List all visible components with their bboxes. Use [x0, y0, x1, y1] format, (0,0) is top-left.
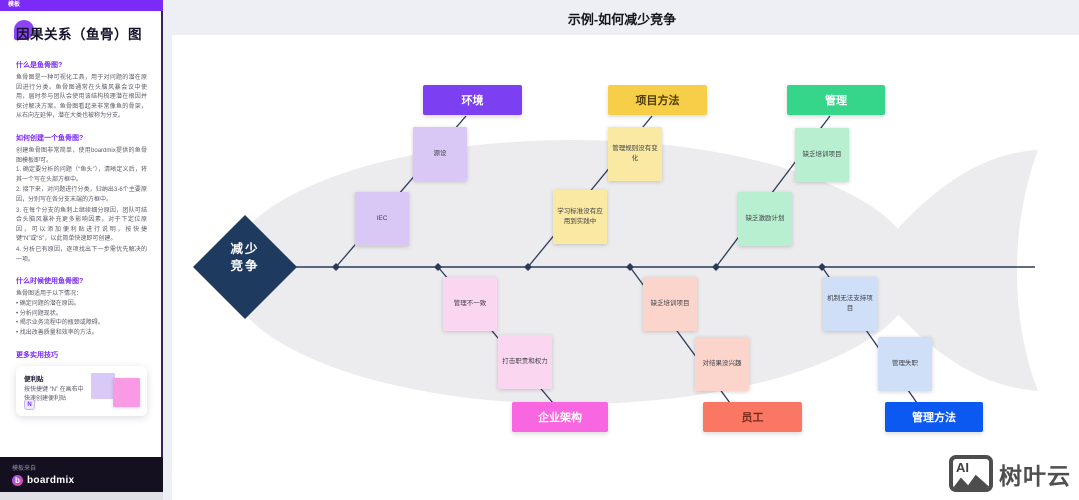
sticky-note[interactable]: 管理规则没有变化: [608, 127, 662, 181]
sidebar-bottom-gap: [0, 492, 163, 500]
template-leaf-icon: [14, 20, 34, 40]
boardmix-logo-icon: b: [12, 475, 23, 486]
ai-icon-label: AI: [956, 460, 969, 475]
sticky-note-preview-pink: [113, 378, 140, 408]
template-source-label: 模板来自: [12, 466, 37, 472]
page-title: 因果关系（鱼骨）图: [16, 27, 142, 42]
fish-head[interactable]: 减少 竞争: [195, 241, 295, 275]
section-heading-what: 什么是鱼骨图?: [16, 62, 63, 69]
category-management[interactable]: 管理: [787, 85, 885, 115]
section-heading-tips: 更多实用技巧: [16, 352, 58, 360]
tip-card-body: 按快捷键 “N” 在画布中快速创建便利贴: [24, 387, 84, 403]
sticky-note[interactable]: 管理失职: [878, 337, 932, 391]
sidebar-title-block: 因果关系（鱼骨）图: [14, 20, 147, 49]
template-tag: 模板: [0, 0, 163, 11]
sidebar: 因果关系（鱼骨）图 什么是鱼骨图? 鱼骨图是一种可视化工具，用于对问题的潜在原因…: [0, 11, 163, 457]
whiteboard-canvas[interactable]: 减少 竞争 环境 项目方法 管理 企业架构 员工 管理方法 源设 IEC 管理规…: [172, 35, 1079, 500]
category-environment[interactable]: 环境: [423, 85, 522, 115]
sticky-note[interactable]: 打击职责和权力: [498, 335, 552, 389]
sticky-note-preview-purple: [91, 373, 115, 400]
bullet-item: • 分析问题现状。: [16, 310, 62, 317]
category-management-method[interactable]: 管理方法: [885, 402, 983, 432]
bullet-item: • 找出改善质量和效率的方法。: [16, 330, 98, 337]
category-employees[interactable]: 员工: [703, 402, 802, 432]
sticky-note[interactable]: 缺乏培训项目: [795, 128, 849, 182]
sidebar-column: 模板 因果关系（鱼骨）图 什么是鱼骨图? 鱼骨图是一种可视化工具，用于对问题的潜…: [0, 0, 165, 500]
sticky-note[interactable]: IEC: [355, 192, 409, 246]
sticky-note[interactable]: 管理不一致: [443, 277, 497, 331]
section-body-what: 鱼骨图是一种可视化工具，用于对问题的潜在原因进行分类。鱼骨图通常在头脑风暴会议中…: [16, 75, 147, 120]
canvas-title: 示例-如何减少竞争: [567, 12, 677, 27]
brand-name: boardmix: [27, 475, 75, 486]
step-item: 3. 在每个分支的鱼刺上继续细分原因，团队可结合头脑风暴补充更多影响因素。对于下…: [16, 207, 147, 243]
sticky-note[interactable]: 缺乏激励计划: [738, 192, 792, 246]
fish-head-line2: 竞争: [230, 259, 260, 273]
tip-card-sticky-note[interactable]: 便利贴 按快捷键 “N” 在画布中快速创建便利贴 N: [16, 366, 147, 417]
watermark-brand: 树叶云: [999, 462, 1071, 489]
mountain-icon: [953, 474, 989, 488]
tip-card-title: 便利贴: [24, 376, 44, 384]
step-item: 4. 分析已有原因，逐项找出下一步需优先解决的一项。: [16, 246, 147, 263]
sticky-note[interactable]: 机制无法支持项目: [823, 277, 877, 331]
category-enterprise-architecture[interactable]: 企业架构: [512, 402, 608, 432]
step-item: 2. 接下来，对问题进行分类，归纳出3-6个主要原因，分别写在各分支末端的方框中…: [16, 187, 147, 203]
main-area: 示例-如何减少竞争: [165, 0, 1079, 500]
sticky-note[interactable]: 源设: [413, 127, 467, 181]
bullet-item: • 揭示业务流程中的瓶颈或障碍。: [16, 320, 104, 327]
sticky-note[interactable]: 学习标准没有应用到实践中: [553, 190, 607, 244]
key-n-badge: N: [24, 399, 35, 411]
section-heading-how: 如何创建一个鱼骨图?: [16, 134, 84, 142]
category-project-method[interactable]: 项目方法: [608, 85, 707, 115]
ai-image-icon: AI: [949, 455, 993, 492]
step-item: 1. 确定要分析的问题（“鱼头”），清晰定义后，将其一个写在头部方框中。: [16, 167, 147, 183]
section-heading-when: 什么时候使用鱼骨图?: [16, 278, 84, 286]
sticky-note[interactable]: 缺乏培训项目: [643, 277, 697, 331]
bullet-item: • 确定问题的潜在原因。: [16, 300, 80, 307]
fish-head-line1: 减少: [230, 242, 260, 256]
sidebar-footer: 模板来自 b boardmix: [0, 457, 163, 492]
section-intro-how: 创建鱼骨图非常简单，使用boardmix提供的鱼骨图模板即可。: [16, 147, 147, 164]
sticky-note[interactable]: 对结果没兴趣: [695, 337, 749, 391]
section-intro-when: 鱼骨图适用于以下情况：: [16, 291, 83, 298]
brand-row[interactable]: b boardmix: [12, 475, 151, 486]
watermark: AI 树叶云: [949, 455, 1071, 492]
